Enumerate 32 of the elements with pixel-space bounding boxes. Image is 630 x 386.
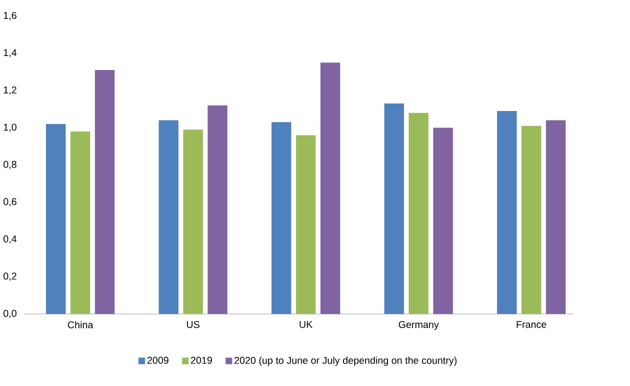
bar [183,130,203,314]
bar [208,106,228,314]
bar [320,62,340,314]
bar [158,120,178,314]
legend-label: 2009 [147,356,168,364]
y-tick-label: 0,6 [4,198,16,206]
bar [546,120,566,314]
legend-label: 2020 (up to June or July depending on the country) [234,356,457,366]
y-tick-label: 0,4 [4,236,17,244]
bar [433,128,453,314]
x-tick-label: Germany [398,321,439,330]
y-tick-label: 1,6 [4,12,16,20]
bar [46,124,66,314]
bar [408,113,428,314]
bar [296,135,316,314]
bar [70,132,90,314]
bar [497,111,517,314]
bar [521,126,542,314]
bar [94,70,115,314]
legend-label: 2019 [190,356,212,364]
x-tick-label: China [68,321,94,328]
y-tick-label: 1,0 [4,124,16,132]
x-tick-label: US [186,321,200,328]
x-tick-label: France [516,321,546,328]
y-tick-label: 0,8 [4,161,16,170]
y-tick-label: 1,4 [4,49,17,58]
y-tick-label: 0,0 [4,310,16,318]
y-tick-label: 0,2 [4,272,16,281]
bar [384,104,404,314]
y-tick-label: 1,2 [4,86,16,95]
bar [271,122,292,314]
x-tick-label: UK [300,321,313,328]
